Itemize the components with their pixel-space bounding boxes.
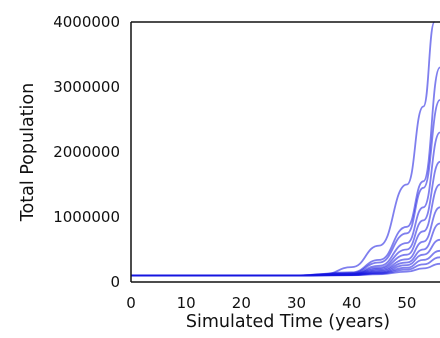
series-line-4 [131, 131, 440, 277]
x-tick-label: 50 [397, 294, 416, 312]
y-axis-title: Total Population [18, 83, 38, 222]
y-tick-label: 3000000 [53, 78, 120, 96]
series-lines [131, 21, 440, 277]
series-line-12 [131, 262, 440, 277]
series-line-1 [131, 21, 436, 277]
series-line-5 [131, 160, 440, 277]
x-tick-label: 0 [126, 294, 136, 312]
x-axis-title: Simulated Time (years) [186, 312, 390, 332]
y-tick-label: 0 [110, 273, 120, 291]
y-tick-label: 4000000 [53, 13, 120, 31]
x-tick-label: 40 [342, 294, 361, 312]
x-tick-label: 30 [287, 294, 306, 312]
y-tick-label: 1000000 [53, 208, 120, 226]
y-tick-label: 2000000 [53, 143, 120, 161]
axes: 0 10 20 30 40 50 0 1000000 2000000 3000000 4000000 [53, 13, 440, 312]
x-tick-label: 20 [232, 294, 251, 312]
series-line-2 [131, 66, 440, 277]
series-line-3 [131, 99, 440, 277]
x-tick-label: 10 [177, 294, 196, 312]
series-line-6 [131, 183, 440, 277]
